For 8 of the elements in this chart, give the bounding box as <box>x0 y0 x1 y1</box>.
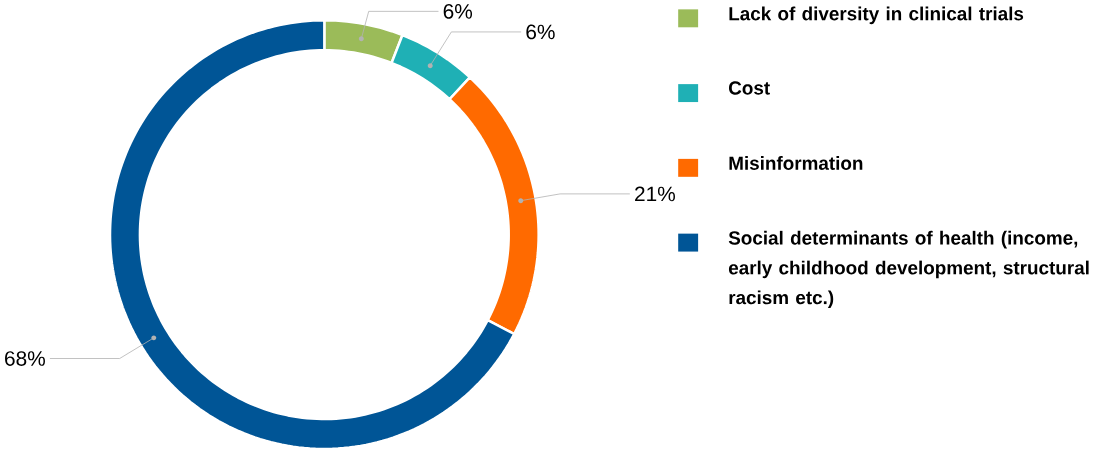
legend-label: Lack of diversity in clinical trials <box>729 6 1024 25</box>
data-label: 6% <box>526 24 555 40</box>
data-label: 21% <box>635 186 675 202</box>
data-label: 6% <box>443 3 473 19</box>
legend-label: Social determinants of health (income, early childhood development, structural racism etc.) <box>728 230 1089 308</box>
legend-label: Cost <box>729 81 770 95</box>
data-label: 68% <box>5 351 45 366</box>
legend-label: Misinformation <box>729 156 863 170</box>
